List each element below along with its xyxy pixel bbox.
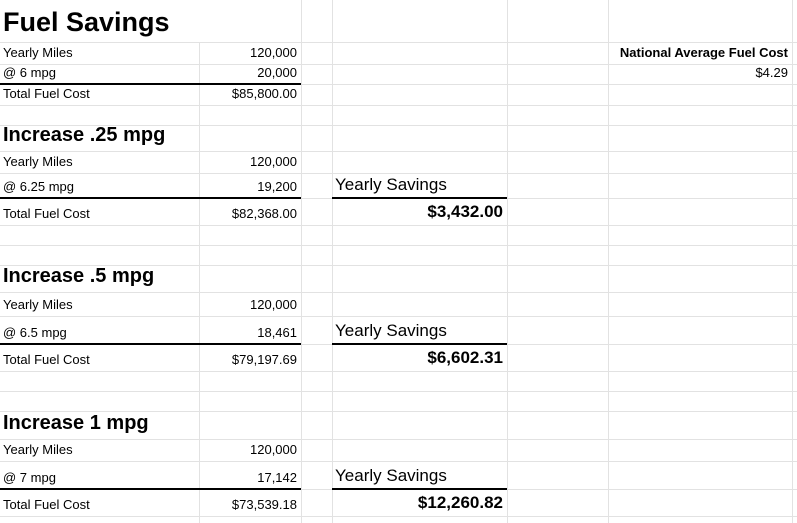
cell-total-fuel-cost-value[interactable]: $85,800.00: [231, 86, 297, 102]
cell-yearly-savings-label[interactable]: Yearly Savings: [335, 175, 447, 195]
gridline-h: [0, 245, 797, 246]
cell-mpg-label[interactable]: @ 6 mpg: [3, 65, 56, 81]
section-title-increase-5[interactable]: Increase .5 mpg: [3, 265, 155, 287]
section-title-increase-25[interactable]: Increase .25 mpg: [3, 124, 166, 146]
gridline-v: [199, 42, 200, 523]
gridline-h: [0, 371, 797, 372]
cell-gallons-value[interactable]: 18,461: [257, 325, 297, 341]
cell-total-fuel-cost-value[interactable]: $79,197.69: [231, 352, 297, 368]
gridline-h: [0, 391, 797, 392]
gridline-h: [0, 151, 797, 152]
cell-yearly-savings-value[interactable]: $3,432.00: [427, 202, 503, 222]
cell-national-average-value[interactable]: $4.29: [755, 65, 788, 81]
cell-yearly-miles-label[interactable]: Yearly Miles: [3, 442, 73, 458]
cell-mpg-label[interactable]: @ 6.5 mpg: [3, 325, 67, 341]
sum-border: [0, 343, 301, 345]
gridline-h: [0, 125, 797, 126]
gridline-h: [0, 265, 797, 266]
gridline-h: [0, 316, 797, 317]
cell-yearly-miles-value[interactable]: 120,000: [250, 442, 297, 458]
gridline-h: [0, 173, 797, 174]
section-title-increase-1[interactable]: Increase 1 mpg: [3, 412, 149, 434]
savings-underline: [332, 197, 507, 199]
savings-underline: [332, 488, 507, 490]
gridline-h: [0, 516, 797, 517]
cell-yearly-miles-value[interactable]: 120,000: [250, 45, 297, 61]
sum-border: [0, 83, 301, 85]
cell-yearly-miles-value[interactable]: 120,000: [250, 297, 297, 313]
savings-underline: [332, 343, 507, 345]
cell-yearly-miles-label[interactable]: Yearly Miles: [3, 154, 73, 170]
gridline-h: [0, 64, 797, 65]
cell-gallons-value[interactable]: 20,000: [257, 65, 297, 81]
cell-total-fuel-cost-value[interactable]: $82,368.00: [231, 206, 297, 222]
cell-yearly-savings-value[interactable]: $6,602.31: [427, 348, 503, 368]
gridline-v: [507, 0, 508, 523]
cell-yearly-savings-label[interactable]: Yearly Savings: [335, 321, 447, 341]
sum-border: [0, 488, 301, 490]
gridline-v: [332, 0, 333, 523]
cell-yearly-miles-value[interactable]: 120,000: [250, 154, 297, 170]
cell-mpg-label[interactable]: @ 6.25 mpg: [3, 179, 75, 195]
cell-yearly-miles-label[interactable]: Yearly Miles: [3, 45, 73, 61]
cell-national-average-label[interactable]: National Average Fuel Cost: [619, 45, 788, 61]
cell-total-fuel-cost-label[interactable]: Total Fuel Cost: [3, 206, 90, 222]
gridline-v: [301, 0, 302, 523]
gridline-h: [0, 105, 797, 106]
cell-yearly-savings-value[interactable]: $12,260.82: [417, 493, 503, 513]
gridline-h: [0, 84, 797, 85]
cell-yearly-savings-label[interactable]: Yearly Savings: [335, 466, 447, 486]
cell-total-fuel-cost-value[interactable]: $73,539.18: [231, 497, 297, 513]
cell-total-fuel-cost-label[interactable]: Total Fuel Cost: [3, 497, 90, 513]
cell-total-fuel-cost-label[interactable]: Total Fuel Cost: [3, 352, 90, 368]
gridline-h: [0, 411, 797, 412]
gridline-h: [0, 42, 797, 43]
gridline-h: [0, 292, 797, 293]
sheet-title[interactable]: Fuel Savings: [3, 6, 170, 37]
cell-yearly-miles-label[interactable]: Yearly Miles: [3, 297, 73, 313]
cell-mpg-label[interactable]: @ 7 mpg: [3, 470, 56, 486]
sum-border: [0, 197, 301, 199]
gridline-v: [792, 0, 793, 523]
cell-total-fuel-cost-label[interactable]: Total Fuel Cost: [3, 86, 90, 102]
gridline-h: [0, 461, 797, 462]
gridline-h: [0, 439, 797, 440]
cell-gallons-value[interactable]: 19,200: [257, 179, 297, 195]
gridline-v: [608, 0, 609, 523]
gridline-h: [0, 225, 797, 226]
cell-gallons-value[interactable]: 17,142: [257, 470, 297, 486]
